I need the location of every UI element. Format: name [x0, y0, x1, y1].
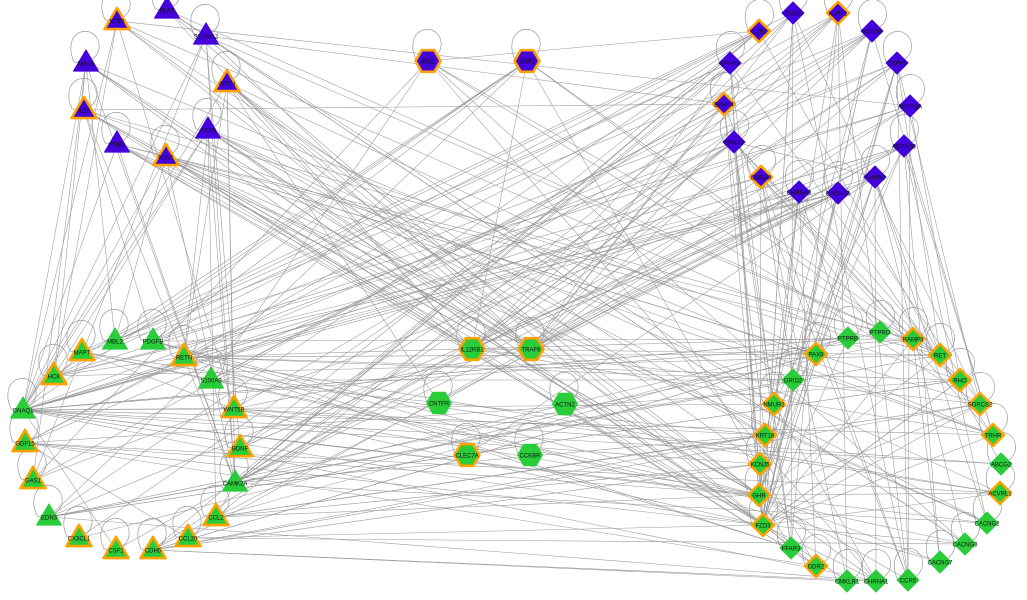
- svg-text:FFAR3: FFAR3: [782, 546, 801, 552]
- svg-text:S100A9: S100A9: [200, 378, 222, 384]
- svg-text:ESR2: ESR2: [519, 59, 535, 65]
- svg-text:GHR: GHR: [752, 493, 766, 499]
- svg-text:GAS1: GAS1: [25, 478, 42, 484]
- svg-text:TRAF6: TRAF6: [521, 347, 541, 353]
- svg-text:EDN3: EDN3: [41, 515, 58, 521]
- svg-text:PTPRB: PTPRB: [838, 336, 858, 342]
- svg-text:ACVRL1: ACVRL1: [988, 491, 1012, 497]
- svg-text:WNT5B: WNT5B: [224, 407, 245, 413]
- svg-text:ABCG2: ABCG2: [991, 462, 1012, 468]
- svg-text:RHO: RHO: [953, 378, 967, 384]
- svg-text:MAPT: MAPT: [74, 350, 91, 356]
- svg-text:RLN1: RLN1: [158, 155, 174, 161]
- svg-text:CNTFR: CNTFR: [429, 401, 450, 407]
- svg-text:PDGFB: PDGFB: [143, 339, 164, 345]
- svg-text:KRT18: KRT18: [756, 433, 775, 439]
- svg-text:MBL2: MBL2: [107, 339, 123, 345]
- svg-text:CACNG7: CACNG7: [927, 560, 953, 566]
- svg-text:FZD3: FZD3: [756, 523, 772, 529]
- svg-text:GDF15: GDF15: [15, 441, 35, 447]
- svg-text:CDH5: CDH5: [145, 548, 162, 554]
- svg-text:ACTN2: ACTN2: [555, 402, 575, 408]
- svg-text:ARTN: ARTN: [219, 81, 235, 87]
- svg-text:ITGA6: ITGA6: [784, 11, 802, 17]
- svg-text:GRID2: GRID2: [784, 378, 803, 384]
- svg-text:CMKLR1: CMKLR1: [835, 579, 860, 585]
- svg-text:CHRNA3: CHRNA3: [787, 190, 812, 196]
- svg-text:CSF1: CSF1: [108, 548, 124, 554]
- svg-text:CCL20: CCL20: [179, 536, 198, 542]
- svg-text:CACNG5: CACNG5: [825, 191, 851, 197]
- svg-text:CACNG3: CACNG3: [952, 542, 978, 548]
- svg-text:PLAT: PLAT: [160, 8, 175, 14]
- svg-text:TRPV1: TRPV1: [887, 61, 907, 67]
- svg-text:EPHA8: EPHA8: [720, 61, 740, 67]
- svg-text:RETN: RETN: [176, 355, 192, 361]
- svg-text:ADRA1B: ADRA1B: [892, 144, 916, 150]
- svg-text:KCNJ5: KCNJ5: [750, 462, 770, 468]
- svg-text:S100A12: S100A12: [194, 34, 219, 40]
- svg-text:GNAQ1: GNAQ1: [12, 408, 34, 414]
- svg-text:FGF6: FGF6: [200, 128, 216, 134]
- svg-text:IL32: IL32: [78, 108, 90, 114]
- svg-text:EPHA4: EPHA4: [714, 102, 734, 108]
- svg-text:EPHA3: EPHA3: [724, 140, 744, 146]
- svg-text:PNB1: PNB1: [109, 142, 125, 148]
- svg-text:CAMK2A: CAMK2A: [223, 481, 248, 487]
- svg-text:HCK: HCK: [48, 374, 61, 380]
- svg-text:AMHR2: AMHR2: [864, 175, 886, 181]
- svg-text:NTF3: NTF3: [110, 19, 126, 25]
- svg-text:NRG1: NRG1: [78, 61, 95, 67]
- svg-text:IL1R2: IL1R2: [751, 29, 768, 35]
- svg-text:PTPRO: PTPRO: [870, 330, 891, 336]
- svg-text:CCR6: CCR6: [900, 578, 917, 584]
- svg-text:PAX8: PAX8: [809, 352, 825, 358]
- svg-text:CNGA3: CNGA3: [751, 175, 772, 181]
- svg-text:RAMP3: RAMP3: [903, 337, 924, 343]
- svg-text:DDR2: DDR2: [808, 564, 825, 570]
- svg-text:CX3CL1: CX3CL1: [68, 536, 91, 542]
- svg-text:ADRA1A: ADRA1A: [898, 104, 922, 110]
- svg-text:RET: RET: [934, 353, 946, 359]
- svg-text:BDNF: BDNF: [232, 446, 249, 452]
- svg-text:SCN3B: SCN3B: [862, 29, 882, 35]
- svg-text:CCKBR: CCKBR: [519, 453, 541, 459]
- svg-text:CACNG2: CACNG2: [974, 521, 1000, 527]
- svg-text:IRS1: IRS1: [421, 59, 435, 65]
- svg-text:SORCS2: SORCS2: [968, 402, 993, 408]
- svg-text:NMUR1: NMUR1: [763, 402, 785, 408]
- svg-text:CHRNA1: CHRNA1: [864, 579, 889, 585]
- svg-text:KLRF1: KLRF1: [829, 11, 848, 17]
- svg-text:TRHR: TRHR: [985, 433, 1002, 439]
- svg-text:IL12RB1: IL12RB1: [460, 347, 484, 353]
- svg-text:CLEC7A: CLEC7A: [455, 453, 478, 459]
- svg-text:CCL2: CCL2: [208, 515, 224, 521]
